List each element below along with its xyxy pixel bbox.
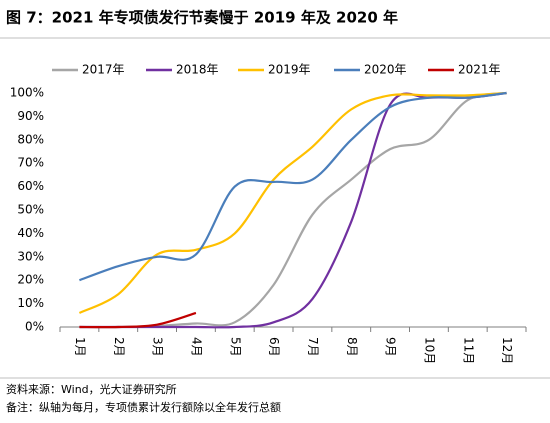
x-tick-label: 8月: [345, 337, 359, 357]
y-tick-label: 70%: [17, 156, 44, 170]
x-tick-label: 11月: [461, 337, 475, 364]
y-tick-label: 80%: [17, 132, 44, 146]
y-tick-label: 0%: [25, 320, 44, 334]
y-tick-label: 50%: [17, 203, 44, 217]
legend-label: 2019年: [268, 63, 311, 77]
y-tick-label: 20%: [17, 273, 44, 287]
x-tick-label: 9月: [384, 337, 398, 357]
x-tick-label: 2月: [112, 337, 126, 357]
remark-note: 备注：纵轴为每月，专项债累计发行额除以全年发行总额: [6, 400, 281, 414]
series-line: [79, 311, 197, 329]
x-tick-label: 3月: [151, 337, 165, 357]
series-line: [79, 91, 507, 329]
y-tick-label: 60%: [17, 179, 44, 193]
y-tick-label: 10%: [17, 296, 44, 310]
y-tick-label: 90%: [17, 109, 44, 123]
x-tick-label: 12月: [500, 337, 514, 364]
x-tick-label: 10月: [422, 337, 436, 364]
y-tick-label: 40%: [17, 226, 44, 240]
x-tick-label: 6月: [267, 337, 281, 357]
x-tick-label: 1月: [73, 337, 87, 357]
source-note: 资料来源：Wind，光大证券研究所: [6, 382, 177, 396]
x-tick-label: 7月: [306, 337, 320, 357]
chart-title: 图 7：2021 年专项债发行节奏慢于 2019 年及 2020 年: [6, 9, 398, 27]
y-tick-label: 30%: [17, 249, 44, 263]
legend-label: 2020年: [364, 63, 407, 77]
x-tick-label: 4月: [189, 337, 203, 357]
x-tick-label: 5月: [228, 337, 242, 357]
series-line: [79, 91, 507, 282]
legend-label: 2021年: [458, 63, 501, 77]
legend-label: 2018年: [176, 63, 219, 77]
legend-label: 2017年: [82, 63, 125, 77]
y-tick-label: 100%: [10, 86, 44, 100]
